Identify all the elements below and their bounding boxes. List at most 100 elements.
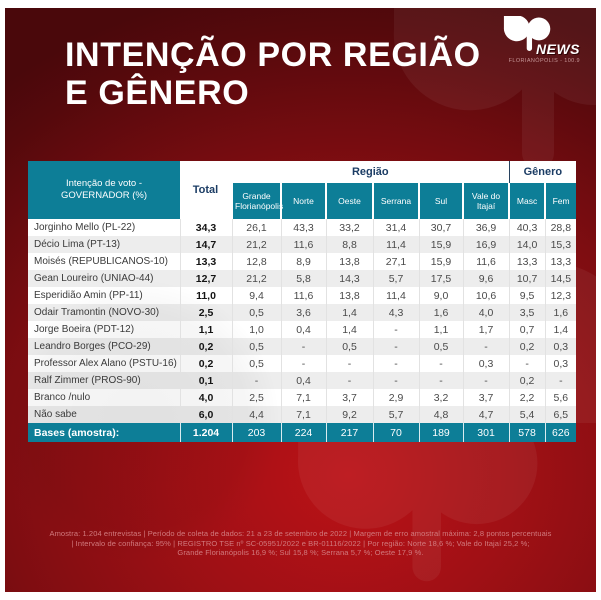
column-header: Vale do Itajaí (461, 183, 510, 219)
bases-value: 301 (462, 423, 510, 442)
jp-station-label: FLORIANÓPOLIS - 100.9 (508, 58, 580, 64)
total-value: 0,2 (179, 338, 232, 355)
cell-value: 12,3 (544, 287, 577, 304)
cell-value: 10,6 (462, 287, 510, 304)
jp-logo-icon (500, 16, 558, 59)
cell-value: 0,7 (508, 321, 546, 338)
cell-value: 0,2 (508, 338, 546, 355)
cell-value: - (325, 355, 373, 372)
page-title: INTENÇÃO POR REGIÃO E GÊNERO (65, 36, 481, 112)
cell-value: 11,4 (372, 287, 419, 304)
cell-value: 9,0 (418, 287, 463, 304)
cell-value: 1,4 (544, 321, 577, 338)
methodology-line3: Grande Florianópolis 16,9 %; Sul 15,8 %;… (177, 548, 424, 558)
table-row: Leandro Borges (PCO-29) 0,2 0,5-0,5-0,5-0,… (28, 338, 577, 355)
cell-value: 1,6 (544, 304, 577, 321)
cell-value: 7,1 (280, 406, 326, 423)
cell-value: 0,3 (544, 355, 577, 372)
cell-value: 4,7 (462, 406, 510, 423)
candidate-name: Professor Alex Alano (PSTU-16) (34, 358, 177, 369)
cell-value: 16,9 (462, 236, 510, 253)
cell-value: 8,9 (280, 253, 326, 270)
table-row: Gean Loureiro (UNIAO-44) 12,7 21,2 5,8 14,3 5… (28, 270, 577, 287)
cell-value: 13,8 (325, 253, 373, 270)
cell-value: 36,9 (462, 219, 510, 236)
cell-value: 4,0 (462, 304, 510, 321)
methodology-note: Amostra: 1.204 entrevistas | Período de … (5, 529, 596, 558)
cell-value: 3,5 (508, 304, 546, 321)
table-body: Jorginho Mello (PL-22) 34,3 26,1 43,3 33,2 31… (28, 219, 577, 442)
candidate-name: Gean Loureiro (UNIAO-44) (34, 273, 154, 284)
cell-value: 40,3 (508, 219, 546, 236)
cell-value: 26,1 (231, 219, 281, 236)
cell-value: 0,5 (418, 338, 463, 355)
cell-value: 1,1 (418, 321, 463, 338)
bases-value: 203 (231, 423, 281, 442)
table-row: Odair Tramontin (NOVO-30) 2,5 0,5 3,6 1,4 4,3… (28, 304, 577, 321)
cell-value: 2,9 (372, 389, 419, 406)
column-header: Serrana (372, 183, 419, 219)
cell-value: 17,5 (418, 270, 463, 287)
candidate-name: Décio Lima (PT-13) (34, 239, 121, 250)
cell-value: 28,8 (544, 219, 577, 236)
column-header: Masc (508, 183, 546, 219)
cell-value: - (418, 355, 463, 372)
cell-value: 21,2 (231, 270, 281, 287)
cell-value: 6,5 (544, 406, 577, 423)
cell-value: 10,7 (508, 270, 546, 287)
cell-value: 5,8 (280, 270, 326, 287)
cell-value: 11,6 (280, 236, 326, 253)
table-row: Décio Lima (PT-13) 14,7 21,2 11,6 8,8 11,4 15,… (28, 236, 577, 253)
column-header: Norte (280, 183, 326, 219)
cell-value: 5,6 (544, 389, 577, 406)
cell-value: 1,4 (325, 321, 373, 338)
cell-value: 14,5 (544, 270, 577, 287)
cell-value: 3,2 (418, 389, 463, 406)
cell-value: 2,5 (231, 389, 281, 406)
cell-value: 3,7 (462, 389, 510, 406)
total-value: 0,2 (179, 355, 232, 372)
cell-value: - (372, 338, 419, 355)
cell-value: 0,2 (508, 372, 546, 389)
jp-news-label: NEWS (536, 41, 580, 57)
cell-value: 0,3 (544, 338, 577, 355)
candidate-name: Esperidião Amin (PP-11) (34, 290, 143, 301)
column-header: Fem (544, 183, 577, 219)
cell-value: 15,9 (418, 236, 463, 253)
table-row: Esperidião Amin (PP-11) 11,0 9,4 11,6 13,8 11… (28, 287, 577, 304)
cell-value: 5,7 (372, 270, 419, 287)
subheader-row: Grande Florianópolis Norte Oeste Serrana Sul… (28, 183, 577, 219)
cell-value: 13,3 (508, 253, 546, 270)
cell-value: - (372, 355, 419, 372)
table-row: Jorginho Mello (PL-22) 34,3 26,1 43,3 33,2 31… (28, 219, 577, 236)
table-row: Não sabe 6,0 4,4 7,1 9,2 5,7 4,8 4,7 5,4 6,5 (28, 406, 577, 423)
cell-value: - (231, 372, 281, 389)
cell-value: 11,4 (372, 236, 419, 253)
cell-value: 9,6 (462, 270, 510, 287)
cell-value: 0,4 (280, 321, 326, 338)
cell-value: 14,0 (508, 236, 546, 253)
total-column-header: Total (180, 161, 232, 219)
bases-value: 217 (325, 423, 373, 442)
poll-table: Intenção de voto - GOVERNADOR (%) Total … (28, 161, 577, 442)
cell-value: 1,0 (231, 321, 281, 338)
bases-value: 578 (508, 423, 546, 442)
cell-value: 12,8 (231, 253, 281, 270)
group-header-genero: Gênero (508, 161, 577, 183)
cell-value: 30,7 (418, 219, 463, 236)
candidate-name: Jorge Boeira (PDT-12) (34, 324, 135, 335)
candidate-name: Jorginho Mello (PL-22) (34, 222, 136, 233)
cell-value: 4,3 (372, 304, 419, 321)
cell-value: - (280, 338, 326, 355)
cell-value: 3,6 (280, 304, 326, 321)
cell-value: 9,2 (325, 406, 373, 423)
table-row: Moisés (REPUBLICANOS-10) 13,3 12,8 8,9 13,8 2… (28, 253, 577, 270)
cell-value: 9,5 (508, 287, 546, 304)
cell-value: 43,3 (280, 219, 326, 236)
total-value: 4,0 (179, 389, 232, 406)
cell-value: - (508, 355, 546, 372)
cell-value: 0,3 (462, 355, 510, 372)
total-value: 12,7 (179, 270, 232, 287)
cell-value: 5,4 (508, 406, 546, 423)
